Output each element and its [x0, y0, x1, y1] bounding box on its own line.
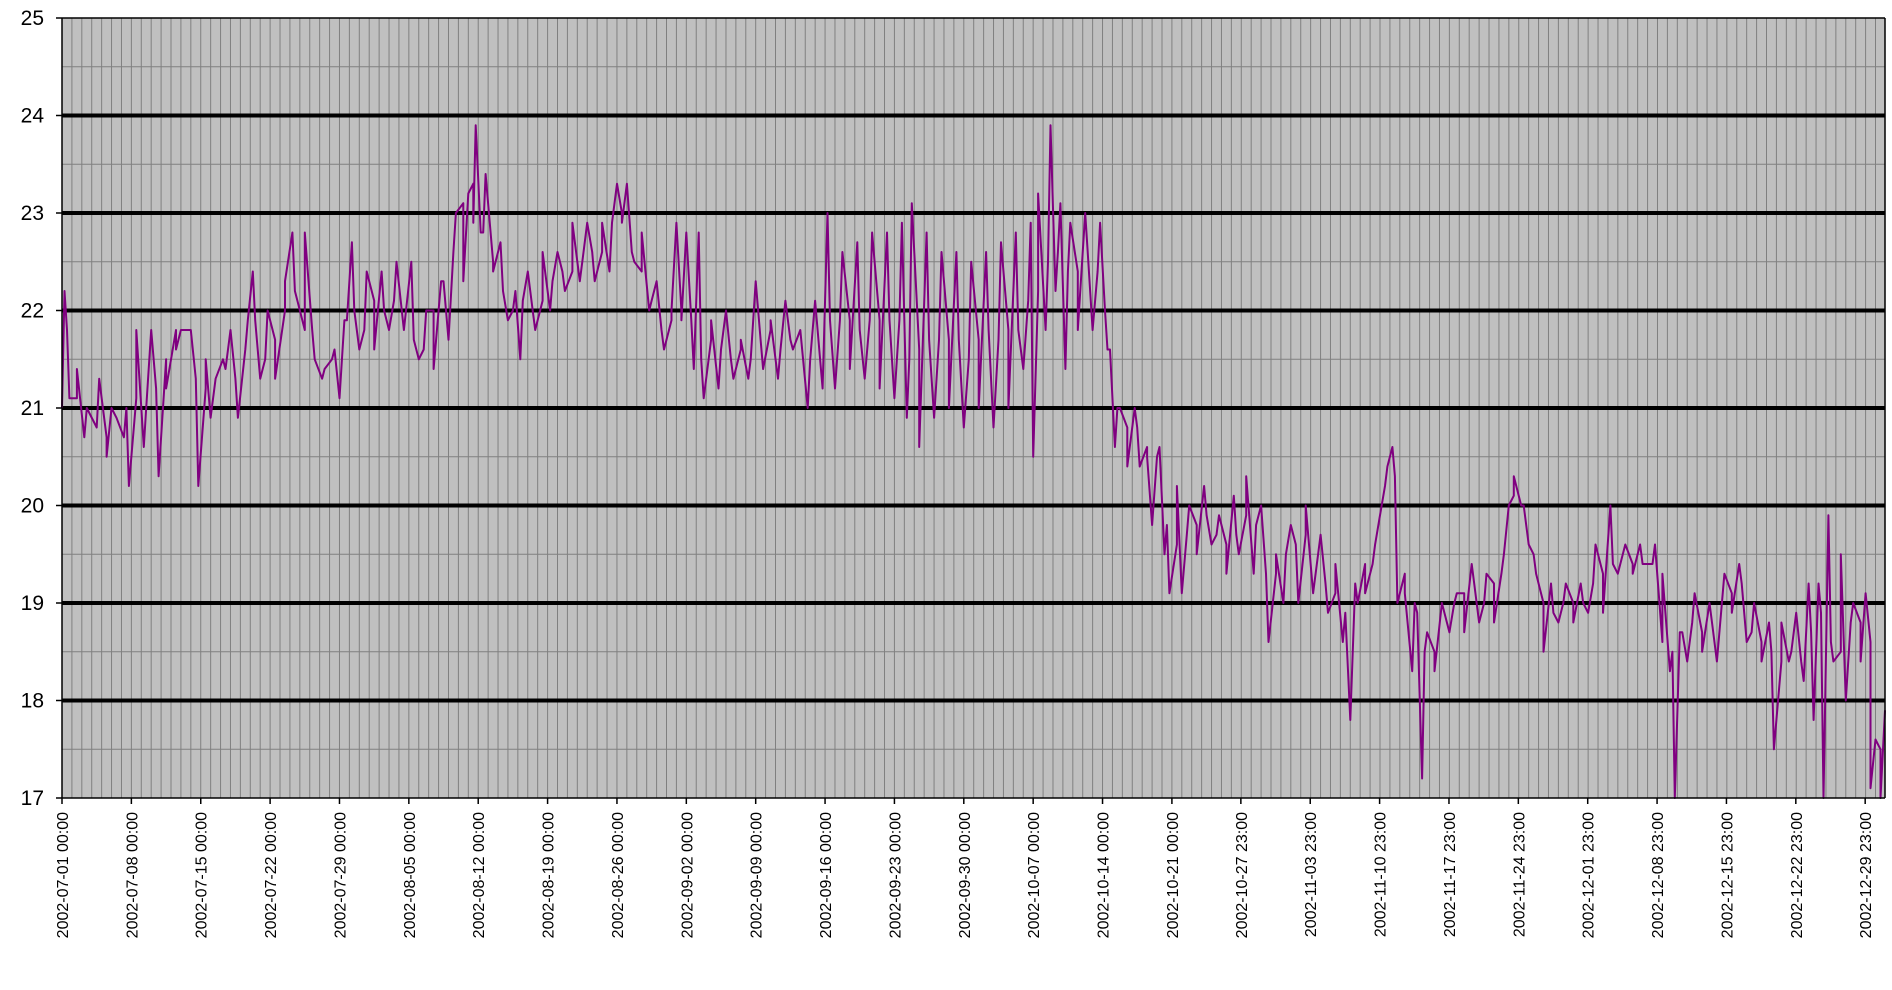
x-tick-label: 2002-11-17 23:00: [1442, 812, 1459, 937]
x-tick-label: 2002-08-19 00:00: [541, 812, 558, 938]
x-tick-label: 2002-07-22 00:00: [263, 812, 280, 938]
y-tick-label: 17: [21, 787, 44, 810]
y-tick-label: 21: [21, 397, 44, 420]
x-tick-label: 2002-12-01 23:00: [1581, 812, 1598, 938]
x-tick-label: 2002-08-05 00:00: [402, 812, 419, 938]
x-tick-label: 2002-12-15 23:00: [1719, 812, 1736, 938]
x-tick-label: 2002-11-24 23:00: [1511, 812, 1528, 937]
y-tick-label: 20: [21, 495, 44, 518]
x-tick-label: 2002-09-09 00:00: [749, 812, 766, 938]
y-tick-label: 25: [21, 7, 44, 30]
x-tick-label: 2002-10-14 00:00: [1096, 812, 1113, 938]
x-tick-label: 2002-11-10 23:00: [1373, 812, 1390, 937]
x-tick-label: 2002-09-30 00:00: [957, 812, 974, 938]
x-tick-label: 2002-09-16 00:00: [818, 812, 835, 938]
x-tick-label: 2002-07-29 00:00: [333, 812, 350, 938]
x-tick-label: 2002-07-08 00:00: [124, 812, 141, 938]
y-tick-label: 22: [21, 300, 44, 323]
x-tick-label: 2002-12-22 23:00: [1789, 812, 1806, 938]
x-tick-label: 2002-12-29 23:00: [1858, 812, 1875, 938]
x-tick-label: 2002-09-23 00:00: [887, 812, 904, 938]
x-tick-label: 2002-11-03 23:00: [1303, 812, 1320, 937]
x-tick-label: 2002-10-21 00:00: [1165, 812, 1182, 938]
x-tick-label: 2002-09-02 00:00: [679, 812, 696, 938]
series-line-0: [61, 124, 1886, 799]
y-tick-label: 24: [21, 105, 45, 128]
x-tick-label: 2002-10-07 00:00: [1026, 812, 1043, 938]
x-tick-label: 2002-12-08 23:00: [1650, 812, 1667, 938]
x-tick-label: 2002-10-27 23:00: [1234, 812, 1251, 938]
x-tick-label: 2002-07-15 00:00: [194, 812, 211, 938]
y-tick-label: 23: [21, 202, 44, 225]
x-tick-label: 2002-08-26 00:00: [610, 812, 627, 938]
x-tick-label: 2002-08-12 00:00: [471, 812, 488, 938]
x-tick-label: 2002-07-01 00:00: [55, 812, 72, 938]
y-tick-label: 18: [21, 690, 44, 713]
y-tick-label: 19: [21, 592, 44, 615]
